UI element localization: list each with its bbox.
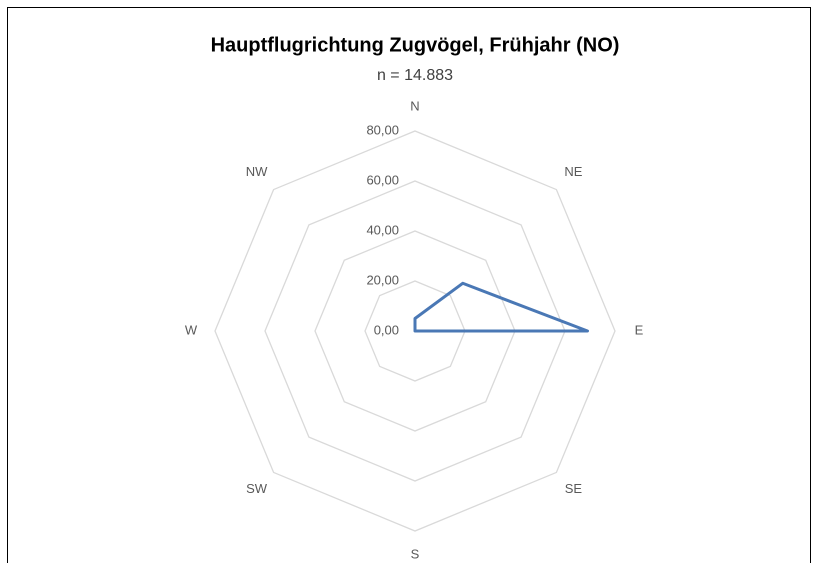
category-label: W [185,322,198,337]
r-tick-label: 0,00 [374,322,399,337]
chart-subtitle: n = 14.883 [377,67,453,84]
category-label: S [411,546,420,561]
grid-ring [214,130,616,532]
chart-title: Hauptflugrichtung Zugvögel, Frühjahr (NO… [211,34,620,56]
r-tick-label: 60,00 [366,172,399,187]
r-tick-label: 20,00 [366,272,399,287]
category-label: SW [246,481,268,496]
category-label: NE [564,164,582,179]
r-tick-label: 40,00 [366,222,399,237]
grid-ring [264,180,566,482]
chart-frame [7,7,811,563]
series-line [413,281,589,333]
grid-ring [364,280,466,382]
category-label: NW [246,164,268,179]
category-label: E [635,322,644,337]
category-label: SE [565,481,583,496]
r-tick-label: 80,00 [366,122,399,137]
category-label: N [410,98,419,113]
grid-ring [314,230,516,432]
